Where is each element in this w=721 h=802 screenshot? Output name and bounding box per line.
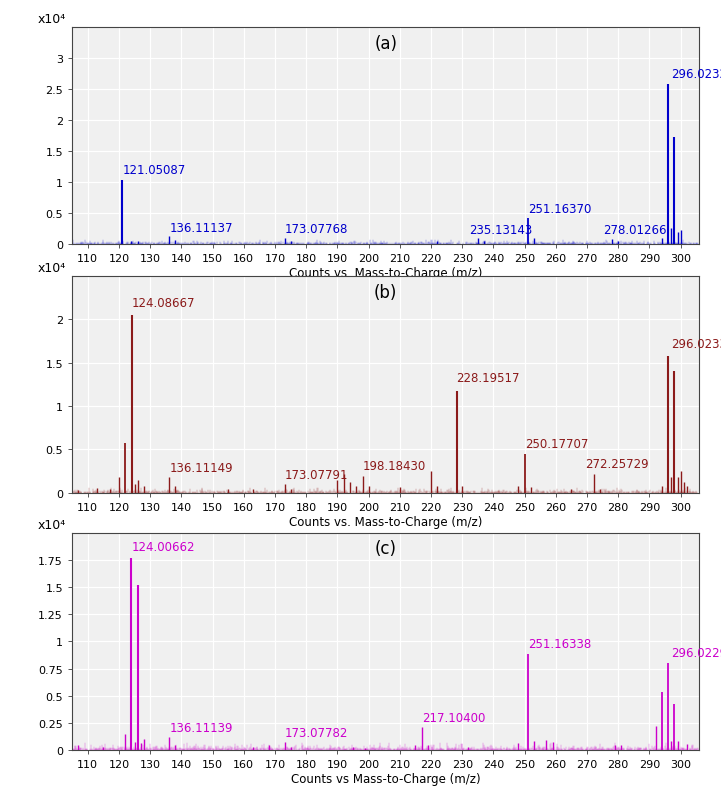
Text: (c): (c) [375,540,397,558]
Text: 251.16338: 251.16338 [528,638,591,650]
Text: 251.16370: 251.16370 [528,203,592,217]
Text: 198.18430: 198.18430 [363,460,426,472]
Text: 228.19517: 228.19517 [456,372,520,385]
X-axis label: Counts vs Mass-to-Charge (m/z): Counts vs Mass-to-Charge (m/z) [291,772,481,784]
Text: 173.07768: 173.07768 [285,223,348,236]
Text: 124.08667: 124.08667 [132,297,195,310]
Text: (b): (b) [374,283,397,302]
Text: 121.05087: 121.05087 [122,164,185,176]
Text: (a): (a) [374,34,397,53]
Text: 296.02334: 296.02334 [671,338,721,350]
Text: 250.17707: 250.17707 [525,438,588,451]
Text: 296.02290: 296.02290 [671,646,721,659]
Text: 278.01266: 278.01266 [603,225,666,237]
Text: x10⁴: x10⁴ [37,261,66,274]
X-axis label: Counts vs. Mass-to-Charge (m/z): Counts vs. Mass-to-Charge (m/z) [289,515,482,528]
Text: 173.07782: 173.07782 [285,726,348,739]
Text: x10⁴: x10⁴ [37,13,66,26]
Text: 217.10400: 217.10400 [422,711,485,724]
Text: 136.11149: 136.11149 [169,461,233,474]
Text: 272.25729: 272.25729 [585,458,648,471]
Text: 296.02326: 296.02326 [671,67,721,81]
Text: 235.13143: 235.13143 [469,224,532,237]
Text: x10⁴: x10⁴ [37,518,66,531]
X-axis label: Counts vs. Mass-to-Charge (m/z): Counts vs. Mass-to-Charge (m/z) [289,266,482,279]
Text: 173.07791: 173.07791 [285,468,348,481]
Text: 136.11139: 136.11139 [169,721,233,734]
Text: 136.11137: 136.11137 [169,221,233,235]
Text: 124.00662: 124.00662 [131,540,195,553]
